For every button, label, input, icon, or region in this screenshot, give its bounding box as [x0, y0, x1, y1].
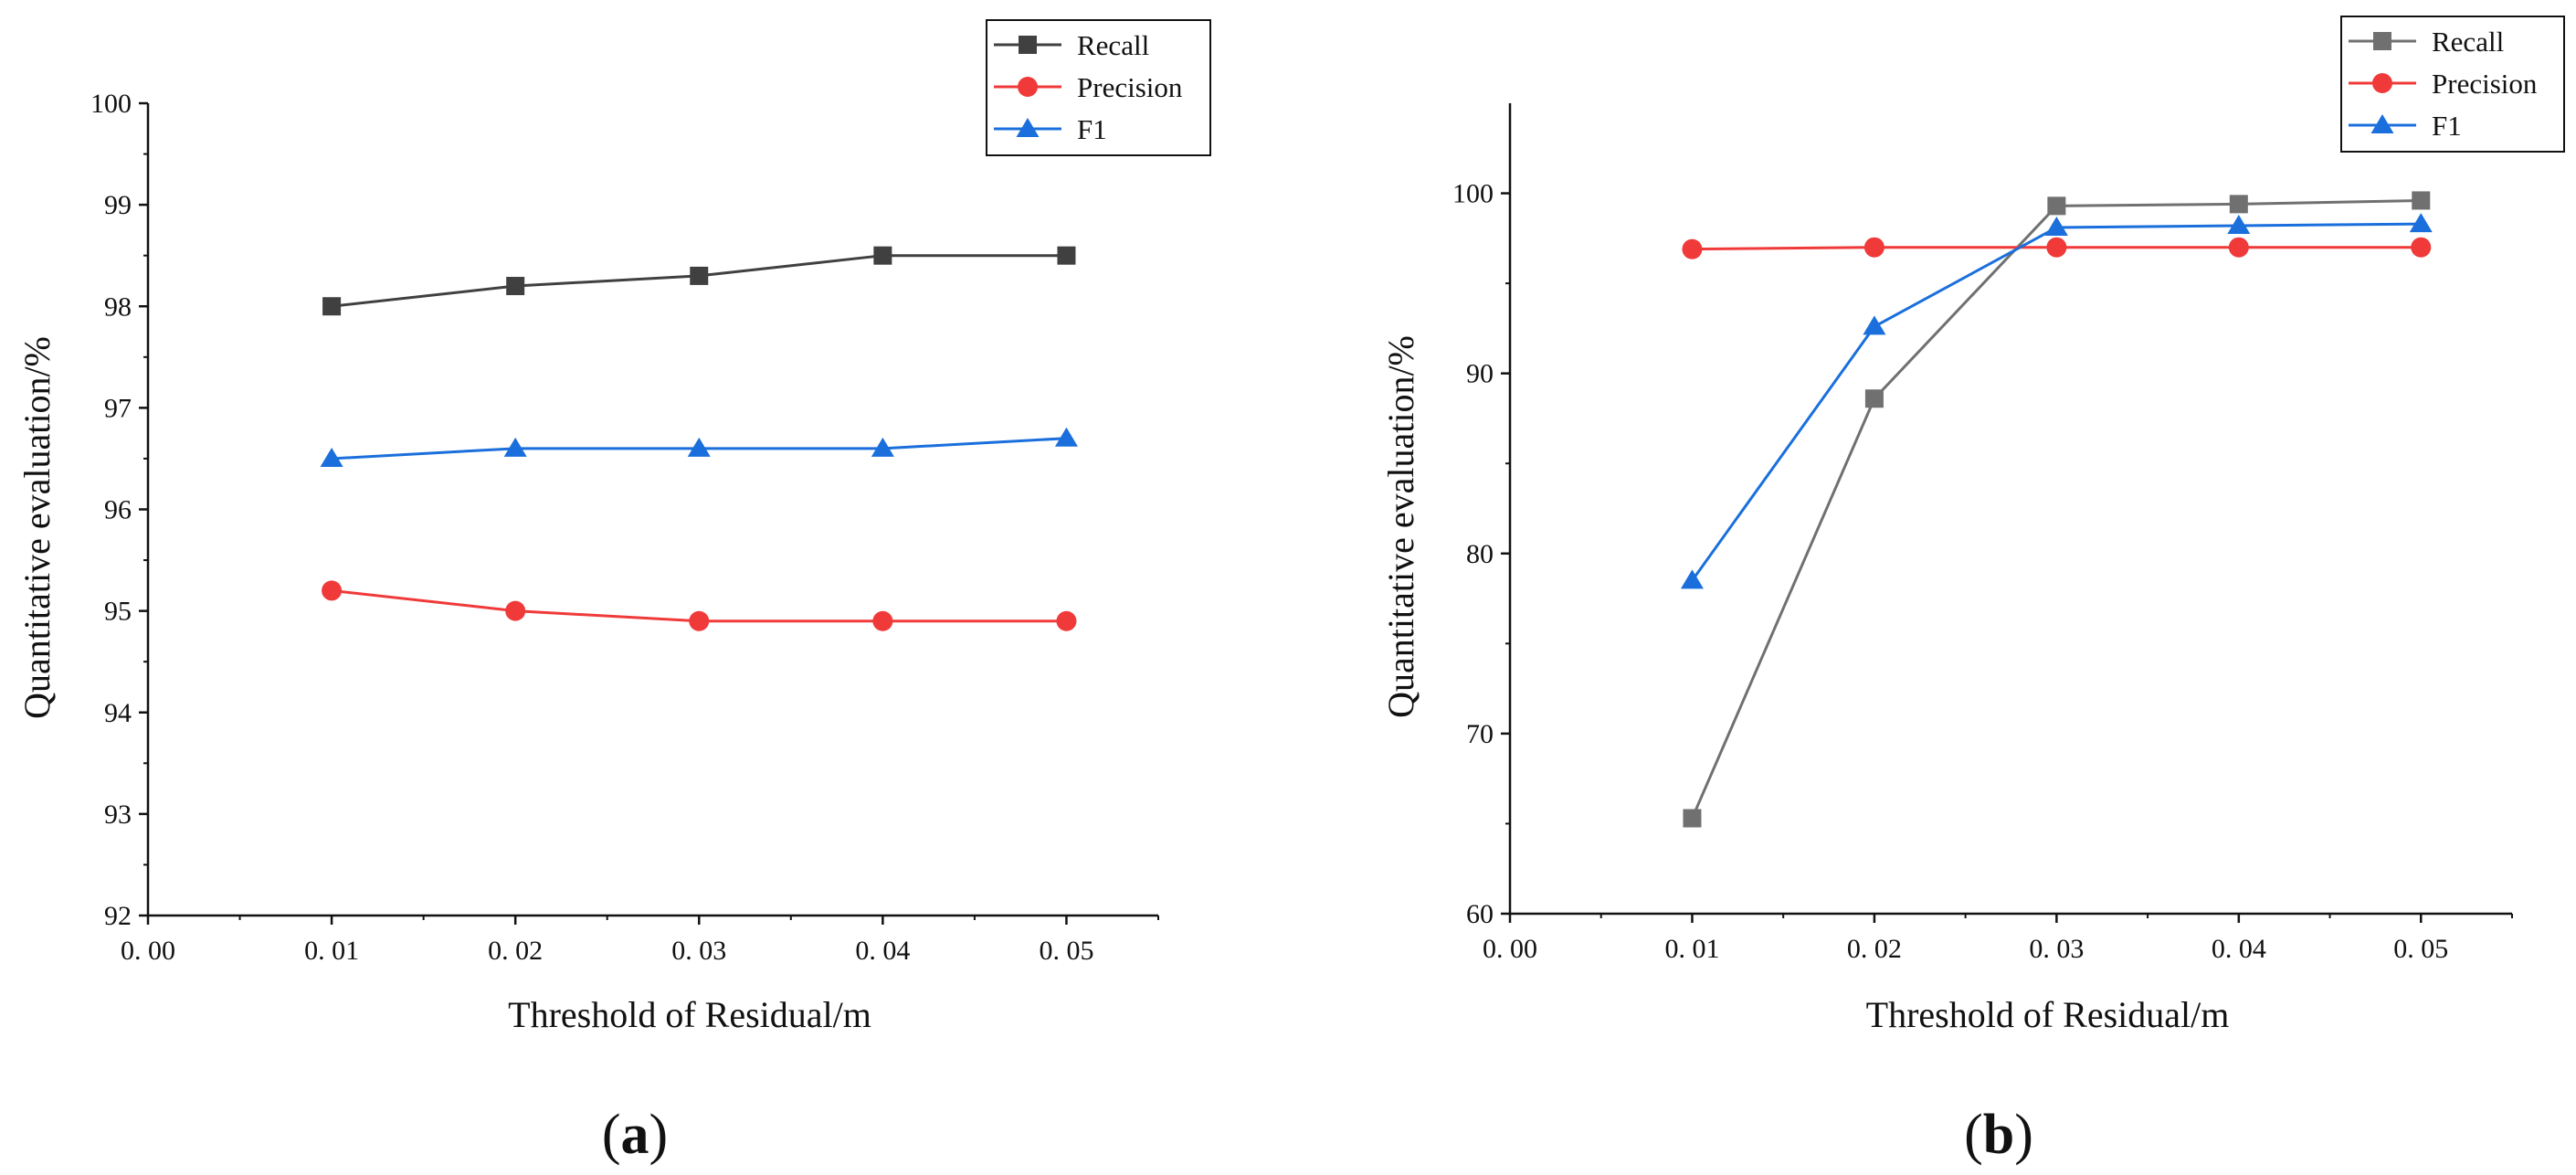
- panel-label: (b): [1964, 1104, 2033, 1166]
- x-axis-title: Threshold of Residual/m: [1866, 994, 2230, 1035]
- x-tick-label: 0. 03: [671, 936, 726, 966]
- y-tick-label: 90: [1466, 359, 1494, 389]
- legend-label: Precision: [2432, 68, 2538, 100]
- x-tick-label: 0. 04: [855, 936, 910, 966]
- x-tick-label: 0. 03: [2029, 934, 2084, 964]
- y-tick-label: 95: [104, 597, 132, 627]
- legend-marker: [1018, 77, 1038, 97]
- y-tick-label: 80: [1466, 539, 1494, 569]
- panel-label: (a): [602, 1104, 668, 1166]
- recall-point: [2047, 196, 2066, 216]
- series-precision: [1682, 237, 2432, 259]
- series-recall: [1683, 191, 2431, 828]
- recall-point: [873, 246, 892, 265]
- legend-marker: [2373, 32, 2391, 50]
- y-tick-label: 92: [104, 901, 132, 931]
- f1-point: [687, 437, 711, 457]
- precision-point: [2046, 237, 2067, 258]
- y-tick-label: 96: [104, 495, 132, 525]
- recall-point: [2229, 195, 2248, 214]
- y-axis-title: Quantitative evaluation/%: [16, 336, 58, 719]
- x-tick-label: 0. 05: [1039, 936, 1093, 966]
- series-precision: [322, 580, 1077, 631]
- x-tick-label: 0. 02: [1847, 934, 1902, 964]
- series-f1: [320, 427, 1078, 467]
- precision-point: [2411, 237, 2432, 258]
- precision-point: [872, 610, 893, 631]
- f1-point: [320, 447, 343, 467]
- recall-point: [690, 266, 709, 285]
- recall-point: [2412, 191, 2431, 210]
- chart-panel-b: 60 70 80 90 100 0. 00 0. 01 0. 02 0. 03 0. 04 0. 0…: [1380, 16, 2565, 1166]
- f1-point: [871, 437, 894, 457]
- series-recall: [322, 246, 1076, 316]
- legend-label: Recall: [2432, 26, 2504, 58]
- legend-label: Recall: [1077, 29, 1149, 61]
- legend-marker: [2372, 73, 2392, 93]
- precision-point: [1056, 610, 1077, 631]
- precision-point: [2228, 237, 2249, 258]
- series-f1: [1680, 213, 2433, 589]
- legend-label: F1: [1077, 113, 1107, 145]
- panel-letter: b: [1983, 1104, 2014, 1166]
- recall-point: [322, 297, 342, 316]
- y-tick-label: 97: [104, 393, 132, 423]
- x-tick-label: 0. 00: [121, 936, 175, 966]
- y-tick-label: 70: [1466, 719, 1494, 749]
- y-tick-label: 98: [104, 291, 132, 322]
- f1-point: [1863, 315, 1886, 335]
- x-tick-label: 0. 02: [488, 936, 543, 966]
- recall-line: [1691, 198, 2422, 820]
- f1-point: [2227, 215, 2251, 235]
- legend: Recall Precision F1: [2340, 16, 2565, 153]
- y-tick-label: 99: [104, 190, 132, 220]
- y-tick-label: 60: [1466, 899, 1494, 929]
- f1-point: [2044, 217, 2068, 237]
- legend-label: Precision: [1077, 71, 1183, 103]
- precision-point: [322, 580, 343, 601]
- precision-point: [1682, 238, 1703, 259]
- legend: Recall Precision F1: [986, 19, 1211, 156]
- f1-point: [2409, 213, 2433, 233]
- precision-point: [505, 600, 526, 621]
- panel-letter: a: [621, 1104, 649, 1166]
- legend-marker: [1016, 118, 1040, 137]
- f1-point: [1680, 569, 1704, 589]
- legend-marker: [1019, 36, 1037, 54]
- legend-marker: [2370, 114, 2394, 133]
- recall-point: [1864, 389, 1884, 408]
- recall-point: [1057, 246, 1076, 265]
- legend-label: F1: [2432, 110, 2462, 142]
- precision-point: [1863, 237, 1884, 258]
- y-tick-label: 100: [1452, 179, 1494, 209]
- y-tick-label: 93: [104, 799, 132, 830]
- y-tick-label: 94: [104, 698, 132, 728]
- f1-point: [503, 437, 527, 457]
- y-axis-title: Quantitative evaluation/%: [1380, 335, 1421, 718]
- recall-point: [1683, 809, 1702, 828]
- chart-panel-a: 92 93 94 95 96 97 98 99 100 0. 00 0. 01 0. 02 0. 03 0…: [16, 19, 1211, 1166]
- x-tick-label: 0. 01: [1664, 934, 1719, 964]
- x-axis-title: Threshold of Residual/m: [508, 994, 871, 1035]
- f1-point: [1054, 427, 1078, 447]
- x-tick-label: 0. 04: [2212, 934, 2266, 964]
- recall-point: [506, 277, 525, 296]
- y-tick-label: 100: [90, 89, 132, 119]
- x-tick-label: 0. 01: [304, 936, 359, 966]
- x-tick-label: 0. 05: [2393, 934, 2448, 964]
- f1-line: [1691, 222, 2422, 582]
- x-tick-label: 0. 00: [1483, 934, 1537, 964]
- precision-point: [689, 610, 710, 631]
